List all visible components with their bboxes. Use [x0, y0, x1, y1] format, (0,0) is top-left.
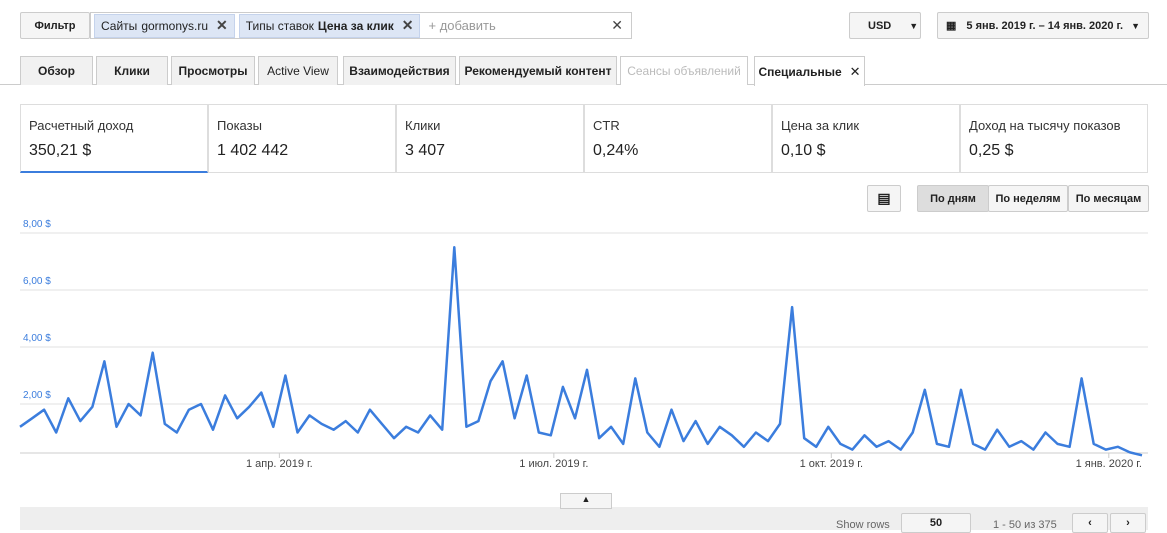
prev-button[interactable]: ‹ — [1072, 513, 1108, 533]
table-footer: ▲ Show rows 50 1 - 50 из 375 ‹ › — [20, 493, 1148, 533]
metric-value: 0,10 $ — [781, 142, 826, 159]
tab-label: Взаимодействия — [349, 64, 450, 78]
remove-icon[interactable]: ✕ — [216, 17, 228, 33]
tab[interactable]: Взаимодействия — [343, 56, 456, 85]
view-button[interactable]: По неделям — [988, 185, 1068, 212]
metric-card[interactable]: CTR 0,24% — [584, 104, 772, 173]
chip-value: Цена за клик — [317, 18, 394, 33]
currency: USD — [868, 19, 892, 32]
metric-label: Клики — [405, 118, 441, 133]
close-icon[interactable]: ✕ — [849, 63, 861, 79]
y-tick-label: 6,00 $ — [23, 276, 51, 287]
chip[interactable]: Сайты gormonys.ru ✕ — [94, 13, 235, 38]
metric-value: 0,24% — [593, 142, 639, 159]
tab-label: Обзор — [38, 64, 75, 78]
view-button[interactable]: По дням — [917, 185, 989, 212]
remove-icon[interactable]: ✕ — [401, 17, 414, 33]
clear-icon[interactable]: ✕ — [611, 17, 623, 33]
filter-input[interactable]: Сайты gormonys.ru ✕ Типы ставок Цена за кли… — [90, 12, 632, 39]
y-tick-label: 8,00 $ — [23, 219, 51, 230]
metric-label: Доход на тысячу показов — [969, 118, 1121, 133]
metric-value: 3 407 — [405, 142, 446, 159]
x-tick-label: 1 июл. 2019 г. — [519, 458, 588, 470]
tab[interactable]: Специальные ✕ — [754, 56, 865, 86]
tab-label: Active View — [267, 64, 329, 78]
y-tick-label: 2,00 $ — [23, 390, 51, 401]
chart: 2,00 $ 4,00 $ 6,00 $ 8,00 $ 1 апр. 2019 г. 1 … — [19, 219, 1148, 470]
chip-label: Сайты — [101, 18, 138, 33]
metric-label: Показы — [217, 118, 262, 133]
metric-card[interactable]: Расчетный доход 350,21 $ — [20, 104, 208, 173]
metric-card[interactable]: Доход на тысячу показов 0,25 $ — [960, 104, 1148, 173]
tab[interactable]: Рекомендуемый контент — [459, 56, 617, 85]
tab[interactable]: Сеансы объявлений — [620, 56, 748, 85]
x-tick-label: 1 апр. 2019 г. — [246, 458, 313, 470]
metric-card[interactable]: Клики 3 407 — [396, 104, 584, 173]
show-rows-label: Show rows — [836, 519, 890, 531]
view-label: По дням — [930, 192, 976, 205]
metric-label: Расчетный доход — [29, 118, 134, 133]
filter-button[interactable]: Фильтр — [20, 12, 90, 39]
metric-label: Цена за клик — [781, 118, 860, 133]
chip-label: Типы ставок — [245, 18, 314, 33]
date-range: 5 янв. 2019 г. – 14 янв. 2020 г. — [966, 19, 1124, 32]
data-line — [19, 246, 1143, 457]
metric-card[interactable]: Цена за клик 0,10 $ — [772, 104, 960, 173]
view-label: По неделям — [995, 192, 1061, 205]
tab-label: Просмотры — [178, 64, 248, 78]
y-tick-label: 4,00 $ — [23, 333, 51, 344]
date-select[interactable]: ▦ 5 янв. 2019 г. – 14 янв. 2020 г. ▼ — [937, 12, 1149, 39]
metric-value: 350,21 $ — [29, 142, 92, 159]
metric-value: 1 402 442 — [217, 142, 289, 159]
metric-card[interactable]: Показы 1 402 442 — [208, 104, 396, 173]
range-label: 1 - 50 из 375 — [993, 519, 1057, 531]
next-button[interactable]: › — [1110, 513, 1146, 533]
tab-label: Клики — [114, 64, 150, 78]
metric-label: CTR — [593, 118, 620, 133]
x-tick-label: 1 окт. 2019 г. — [800, 458, 863, 470]
x-tick-label: 1 янв. 2020 г. — [1076, 458, 1142, 470]
tab[interactable]: Обзор — [20, 56, 93, 85]
collapse-button[interactable]: ▲ — [560, 493, 612, 509]
tab-label: Рекомендуемый контент — [464, 64, 612, 78]
add-filter[interactable]: + добавить — [428, 18, 496, 33]
view-button[interactable]: По месяцам — [1068, 185, 1149, 212]
tab-label: Специальные — [758, 64, 842, 79]
currency-select[interactable]: USD ▼ — [849, 12, 921, 39]
annotation-button[interactable]: ▤ — [867, 185, 901, 212]
tab-label: Сеансы объявлений — [627, 64, 741, 78]
chip-value: gormonys.ru — [141, 18, 209, 33]
tab[interactable]: Active View — [258, 56, 338, 85]
tab[interactable]: Клики — [96, 56, 168, 85]
rows-value: 50 — [929, 517, 943, 529]
chip[interactable]: Типы ставок Цена за клик ✕ — [238, 13, 421, 38]
view-label: По месяцам — [1075, 192, 1142, 205]
metric-value: 0,25 $ — [969, 142, 1014, 159]
rows-select[interactable]: 50 — [901, 513, 971, 533]
tab[interactable]: Просмотры — [171, 56, 255, 85]
